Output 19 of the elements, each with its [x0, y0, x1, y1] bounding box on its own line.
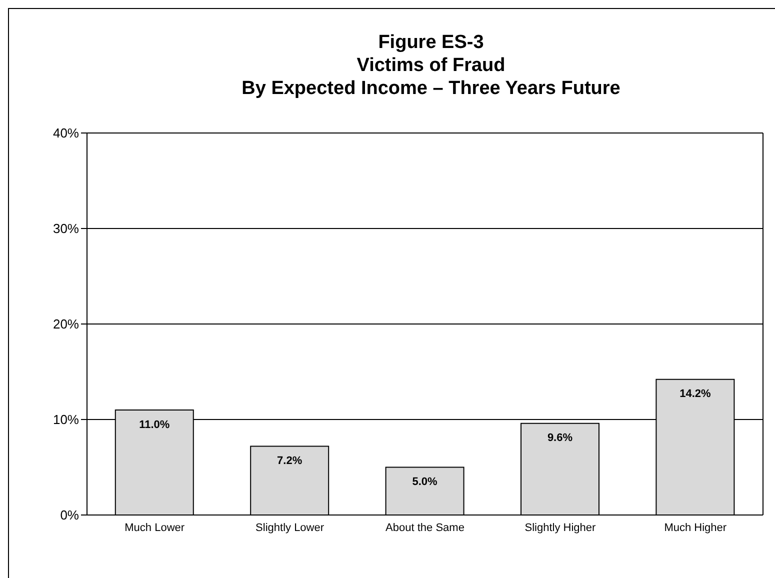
- y-tick-label: 40%: [52, 126, 80, 141]
- data-label: 7.2%: [277, 455, 302, 468]
- bar: [520, 422, 600, 515]
- data-label: 9.6%: [547, 432, 573, 444]
- x-tick-label: Much Lower: [124, 522, 185, 534]
- bar: [385, 466, 464, 515]
- data-label: 5.0%: [412, 476, 438, 488]
- data-label: 11.0%: [139, 418, 170, 431]
- chart-title: Figure ES-3 Victims of Fraud By Expected Income – Three Years Future: [240, 31, 622, 100]
- y-tick-label: 0%: [60, 508, 80, 523]
- x-tick-label: About the Same: [386, 522, 464, 534]
- x-tick-label: Slightly Higher: [524, 522, 596, 534]
- bar: [250, 446, 330, 515]
- x-tick-label: Much Higher: [664, 522, 727, 534]
- y-tick-label: 20%: [52, 316, 80, 332]
- y-tick-label: 10%: [52, 412, 80, 428]
- y-tick-label: 30%: [52, 221, 80, 236]
- data-label: 14.2%: [680, 388, 711, 400]
- x-tick-label: Slightly Lower: [256, 522, 324, 534]
